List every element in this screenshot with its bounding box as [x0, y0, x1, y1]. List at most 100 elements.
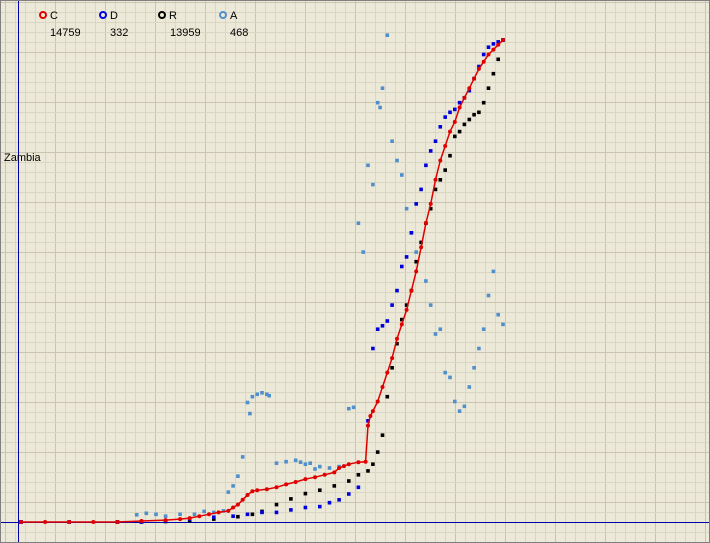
data-point-r	[486, 86, 491, 90]
data-point-c	[496, 42, 501, 47]
data-point-d	[289, 508, 293, 512]
data-point-r	[457, 129, 462, 134]
data-point-c	[501, 38, 505, 42]
data-point-d	[424, 163, 428, 168]
data-point-r	[481, 100, 486, 105]
data-point-c	[332, 470, 337, 475]
data-point-a	[366, 163, 370, 168]
data-point-r	[462, 122, 467, 127]
data-point-d	[274, 510, 279, 515]
data-point-a	[284, 459, 288, 464]
data-point-a	[453, 399, 457, 404]
data-point-c	[139, 519, 144, 523]
data-point-c	[375, 399, 380, 404]
data-point-a	[250, 394, 255, 399]
data-point-a	[428, 303, 433, 307]
data-point-c	[216, 510, 221, 515]
data-point-d	[404, 255, 409, 259]
legend-marker-a	[219, 11, 227, 19]
data-point-d	[231, 514, 235, 518]
legend-value-r: 13959	[170, 27, 201, 39]
data-point-r	[380, 433, 385, 437]
data-point-c	[255, 488, 260, 493]
legend-item-a: A 468	[219, 10, 248, 39]
data-point-d	[400, 264, 404, 269]
data-point-a	[303, 462, 308, 466]
data-point-a	[404, 206, 409, 211]
data-point-r	[289, 497, 293, 501]
data-point-a	[378, 105, 382, 110]
data-point-a	[144, 511, 149, 516]
data-point-c	[303, 477, 308, 482]
data-point-c	[284, 482, 289, 487]
data-point-a	[496, 312, 500, 317]
data-point-c	[443, 144, 448, 148]
data-point-c	[486, 52, 491, 57]
series-c	[19, 38, 505, 524]
data-point-c	[467, 86, 472, 91]
data-point-d	[347, 492, 351, 496]
data-point-a	[255, 392, 259, 397]
data-point-a	[371, 182, 375, 187]
data-point-a	[134, 513, 139, 517]
data-point-a	[293, 458, 298, 463]
data-point-d	[380, 324, 385, 328]
data-point-c	[491, 47, 496, 52]
data-point-d	[428, 149, 433, 153]
data-point-r	[448, 153, 452, 158]
data-point-d	[371, 346, 375, 351]
data-point-c	[163, 518, 168, 523]
data-point-r	[443, 168, 447, 172]
data-point-c	[313, 475, 317, 480]
data-point-c	[250, 489, 255, 494]
data-point-r	[371, 462, 375, 466]
data-point-d	[477, 64, 481, 69]
data-point-a	[248, 411, 252, 416]
data-point-c	[399, 322, 404, 327]
data-point-d	[390, 303, 394, 307]
data-point-c	[452, 119, 457, 124]
data-point-a	[212, 510, 216, 515]
data-point-c	[428, 201, 433, 206]
series-layer	[19, 33, 505, 524]
data-point-c	[409, 288, 414, 293]
data-point-c	[226, 508, 231, 513]
data-point-c	[115, 520, 120, 524]
legend-label-c: C	[50, 10, 58, 22]
legend-label-d: D	[110, 10, 118, 22]
data-point-r	[332, 484, 337, 488]
data-point-d	[481, 52, 486, 57]
data-point-r	[250, 512, 255, 517]
data-point-d	[433, 139, 438, 143]
data-point-d	[318, 504, 322, 509]
data-point-a	[486, 293, 491, 298]
data-point-a	[231, 484, 235, 488]
data-point-c	[356, 460, 361, 465]
data-point-c	[481, 59, 486, 64]
data-point-c	[368, 414, 373, 418]
data-point-r	[274, 502, 279, 507]
data-point-r	[303, 491, 308, 496]
data-point-c	[19, 520, 23, 524]
data-point-a	[351, 405, 356, 410]
data-point-c	[366, 423, 370, 428]
data-point-d	[443, 115, 447, 119]
data-point-d	[419, 187, 423, 192]
data-point-a	[457, 409, 462, 413]
data-point-r	[428, 206, 433, 211]
data-point-r	[347, 479, 351, 483]
data-point-a	[267, 393, 271, 398]
data-point-a	[380, 86, 385, 90]
data-point-c	[423, 221, 428, 226]
data-point-c	[346, 462, 351, 467]
data-point-d	[448, 110, 452, 115]
data-point-r	[496, 57, 500, 62]
data-point-r	[236, 514, 240, 519]
data-point-r	[438, 178, 443, 182]
data-point-r	[356, 473, 361, 477]
data-point-d	[414, 202, 418, 206]
data-point-d	[395, 288, 399, 293]
data-point-c	[245, 493, 250, 497]
data-point-d	[453, 107, 457, 112]
